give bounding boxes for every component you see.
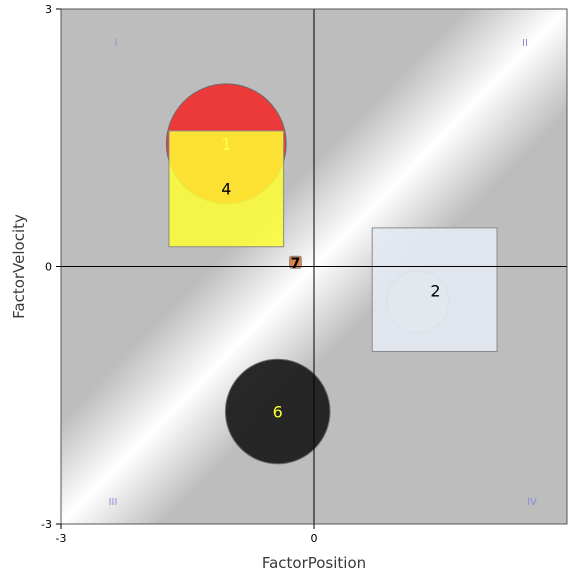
item-4-rect [168,130,285,248]
item-7: 7 [289,255,302,272]
item-2-label: 2 [430,282,440,301]
item-7-label: 7 [291,256,301,272]
y-tick-label: 0 [45,261,52,274]
item-6-circle [224,358,331,465]
axis-ticks: 3 0 -3 -3 0 [41,3,317,545]
quadrant-label-iv: IV [527,497,537,508]
item-2-rect [371,227,498,352]
item-7-rect [289,255,302,269]
x-tick-label: 0 [311,532,318,545]
y-axis-label: FactorVelocity [10,214,28,319]
item-6: 6 [224,358,331,465]
quadrant-label-i: I [115,38,118,49]
x-axis-label: FactorPosition [262,554,366,572]
item-4: 4 [168,130,285,248]
chart-items: 521467 [165,83,498,465]
quadrant-label-ii: II [522,38,528,49]
item-2: 2 [371,227,498,352]
quadrant-label-iii: III [109,497,118,508]
y-tick-label: -3 [41,518,52,531]
item-4-label: 4 [221,179,231,198]
item-6-label: 6 [273,403,283,422]
x-tick-label: -3 [56,532,67,545]
y-tick-label: 3 [45,3,52,16]
